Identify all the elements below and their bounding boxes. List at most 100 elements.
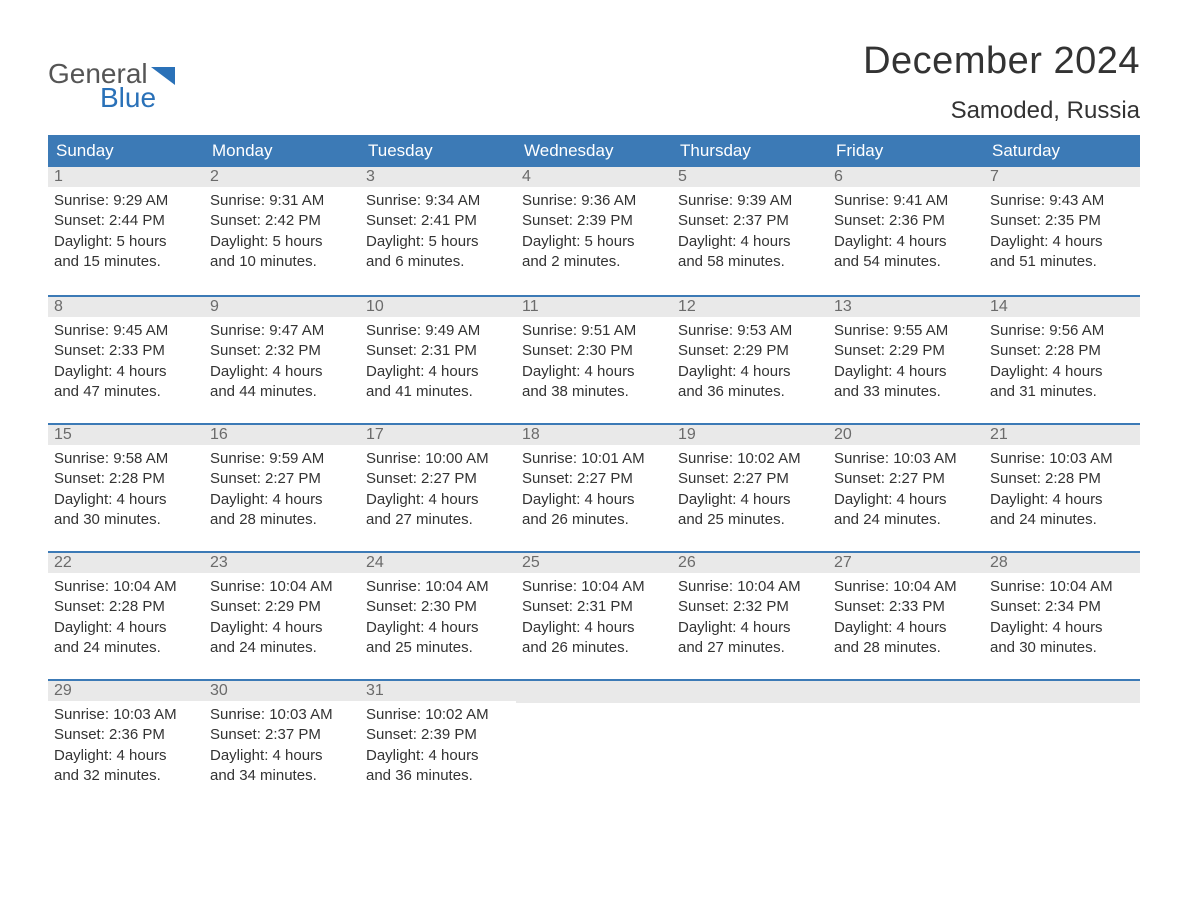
day-sunrise: Sunrise: 9:36 AM	[522, 191, 666, 211]
day-body: Sunrise: 9:58 AMSunset: 2:28 PMDaylight:…	[48, 445, 204, 540]
day-sunset: Sunset: 2:29 PM	[834, 341, 978, 361]
day-sunrise: Sunrise: 9:56 AM	[990, 321, 1134, 341]
day-day1: Daylight: 4 hours	[366, 746, 510, 766]
day-cell: 17Sunrise: 10:00 AMSunset: 2:27 PMDaylig…	[360, 425, 516, 551]
day-cell: 30Sunrise: 10:03 AMSunset: 2:37 PMDaylig…	[204, 681, 360, 807]
day-body: Sunrise: 10:04 AMSunset: 2:34 PMDaylight…	[984, 573, 1140, 668]
day-sunset: Sunset: 2:30 PM	[366, 597, 510, 617]
day-body: Sunrise: 10:00 AMSunset: 2:27 PMDaylight…	[360, 445, 516, 540]
day-cell: 4 Sunrise: 9:36 AMSunset: 2:39 PMDaylight…	[516, 167, 672, 295]
day-day1: Daylight: 4 hours	[834, 618, 978, 638]
day-cell: 28Sunrise: 10:04 AMSunset: 2:34 PMDaylig…	[984, 553, 1140, 679]
day-cell: 26Sunrise: 10:04 AMSunset: 2:32 PMDaylig…	[672, 553, 828, 679]
day-body: Sunrise: 9:39 AMSunset: 2:37 PMDaylight:…	[672, 187, 828, 282]
day-sunrise: Sunrise: 10:00 AM	[366, 449, 510, 469]
day-cell	[828, 681, 984, 807]
day-sunset: Sunset: 2:33 PM	[54, 341, 198, 361]
day-day1: Daylight: 5 hours	[54, 232, 198, 252]
day-body: Sunrise: 10:04 AMSunset: 2:32 PMDaylight…	[672, 573, 828, 668]
weekday-header-cell: Friday	[828, 135, 984, 167]
weekday-header-cell: Thursday	[672, 135, 828, 167]
day-sunset: Sunset: 2:41 PM	[366, 211, 510, 231]
day-body: Sunrise: 9:29 AMSunset: 2:44 PMDaylight:…	[48, 187, 204, 282]
day-number: 9	[204, 297, 360, 317]
day-body: Sunrise: 9:51 AMSunset: 2:30 PMDaylight:…	[516, 317, 672, 412]
day-body: Sunrise: 9:45 AMSunset: 2:33 PMDaylight:…	[48, 317, 204, 412]
day-day1: Daylight: 4 hours	[522, 618, 666, 638]
day-day1: Daylight: 4 hours	[366, 362, 510, 382]
day-body: Sunrise: 10:04 AMSunset: 2:33 PMDaylight…	[828, 573, 984, 668]
day-number: 18	[516, 425, 672, 445]
day-sunrise: Sunrise: 10:03 AM	[54, 705, 198, 725]
day-cell: 31Sunrise: 10:02 AMSunset: 2:39 PMDaylig…	[360, 681, 516, 807]
day-sunrise: Sunrise: 10:04 AM	[990, 577, 1134, 597]
day-sunset: Sunset: 2:27 PM	[210, 469, 354, 489]
day-sunset: Sunset: 2:39 PM	[522, 211, 666, 231]
day-day1: Daylight: 4 hours	[678, 490, 822, 510]
day-sunset: Sunset: 2:29 PM	[210, 597, 354, 617]
weekday-header-cell: Wednesday	[516, 135, 672, 167]
day-sunrise: Sunrise: 10:01 AM	[522, 449, 666, 469]
day-sunset: Sunset: 2:31 PM	[522, 597, 666, 617]
day-number: 31	[360, 681, 516, 701]
day-day1: Daylight: 4 hours	[210, 746, 354, 766]
day-cell: 16Sunrise: 9:59 AMSunset: 2:27 PMDayligh…	[204, 425, 360, 551]
day-cell: 11Sunrise: 9:51 AMSunset: 2:30 PMDayligh…	[516, 297, 672, 423]
day-body: Sunrise: 9:49 AMSunset: 2:31 PMDaylight:…	[360, 317, 516, 412]
day-sunrise: Sunrise: 9:49 AM	[366, 321, 510, 341]
day-cell: 9Sunrise: 9:47 AMSunset: 2:32 PMDaylight…	[204, 297, 360, 423]
day-body: Sunrise: 10:04 AMSunset: 2:28 PMDaylight…	[48, 573, 204, 668]
day-day2: and 10 minutes.	[210, 252, 354, 272]
day-sunset: Sunset: 2:30 PM	[522, 341, 666, 361]
day-sunset: Sunset: 2:42 PM	[210, 211, 354, 231]
day-day1: Daylight: 4 hours	[210, 618, 354, 638]
day-sunrise: Sunrise: 10:04 AM	[834, 577, 978, 597]
day-day2: and 33 minutes.	[834, 382, 978, 402]
week-row: 15Sunrise: 9:58 AMSunset: 2:28 PMDayligh…	[48, 423, 1140, 551]
day-number	[984, 681, 1140, 703]
logo: General Blue	[48, 40, 175, 114]
day-sunset: Sunset: 2:27 PM	[366, 469, 510, 489]
day-day2: and 24 minutes.	[834, 510, 978, 530]
day-day2: and 27 minutes.	[366, 510, 510, 530]
day-number: 15	[48, 425, 204, 445]
day-day2: and 30 minutes.	[54, 510, 198, 530]
day-number: 4	[516, 167, 672, 187]
day-day1: Daylight: 4 hours	[678, 232, 822, 252]
day-sunrise: Sunrise: 10:04 AM	[366, 577, 510, 597]
week-row: 1Sunrise: 9:29 AMSunset: 2:44 PMDaylight…	[48, 167, 1140, 295]
day-number: 23	[204, 553, 360, 573]
week-row: 29Sunrise: 10:03 AMSunset: 2:36 PMDaylig…	[48, 679, 1140, 807]
day-day1: Daylight: 4 hours	[54, 746, 198, 766]
day-day2: and 31 minutes.	[990, 382, 1134, 402]
day-sunrise: Sunrise: 9:45 AM	[54, 321, 198, 341]
day-sunrise: Sunrise: 9:29 AM	[54, 191, 198, 211]
day-day2: and 30 minutes.	[990, 638, 1134, 658]
day-cell: 25Sunrise: 10:04 AMSunset: 2:31 PMDaylig…	[516, 553, 672, 679]
day-number: 8	[48, 297, 204, 317]
day-cell: 29Sunrise: 10:03 AMSunset: 2:36 PMDaylig…	[48, 681, 204, 807]
day-body: Sunrise: 9:43 AMSunset: 2:35 PMDaylight:…	[984, 187, 1140, 282]
day-cell: 6Sunrise: 9:41 AMSunset: 2:36 PMDaylight…	[828, 167, 984, 295]
day-body: Sunrise: 10:01 AMSunset: 2:27 PMDaylight…	[516, 445, 672, 540]
day-day2: and 36 minutes.	[678, 382, 822, 402]
day-sunset: Sunset: 2:31 PM	[366, 341, 510, 361]
day-body: Sunrise: 10:04 AMSunset: 2:29 PMDaylight…	[204, 573, 360, 668]
day-sunset: Sunset: 2:27 PM	[834, 469, 978, 489]
day-day2: and 6 minutes.	[366, 252, 510, 272]
day-body: Sunrise: 9:31 AMSunset: 2:42 PMDaylight:…	[204, 187, 360, 282]
day-number: 3	[360, 167, 516, 187]
day-body: Sunrise: 10:03 AMSunset: 2:37 PMDaylight…	[204, 701, 360, 796]
weekday-header: SundayMondayTuesdayWednesdayThursdayFrid…	[48, 135, 1140, 167]
day-day1: Daylight: 4 hours	[54, 490, 198, 510]
day-day1: Daylight: 4 hours	[678, 618, 822, 638]
day-cell: 24Sunrise: 10:04 AMSunset: 2:30 PMDaylig…	[360, 553, 516, 679]
day-sunset: Sunset: 2:27 PM	[678, 469, 822, 489]
day-sunset: Sunset: 2:29 PM	[678, 341, 822, 361]
day-cell: 23Sunrise: 10:04 AMSunset: 2:29 PMDaylig…	[204, 553, 360, 679]
day-day1: Daylight: 5 hours	[522, 232, 666, 252]
day-body: Sunrise: 10:03 AMSunset: 2:28 PMDaylight…	[984, 445, 1140, 540]
day-cell	[516, 681, 672, 807]
day-sunrise: Sunrise: 10:04 AM	[54, 577, 198, 597]
day-cell: 8Sunrise: 9:45 AMSunset: 2:33 PMDaylight…	[48, 297, 204, 423]
